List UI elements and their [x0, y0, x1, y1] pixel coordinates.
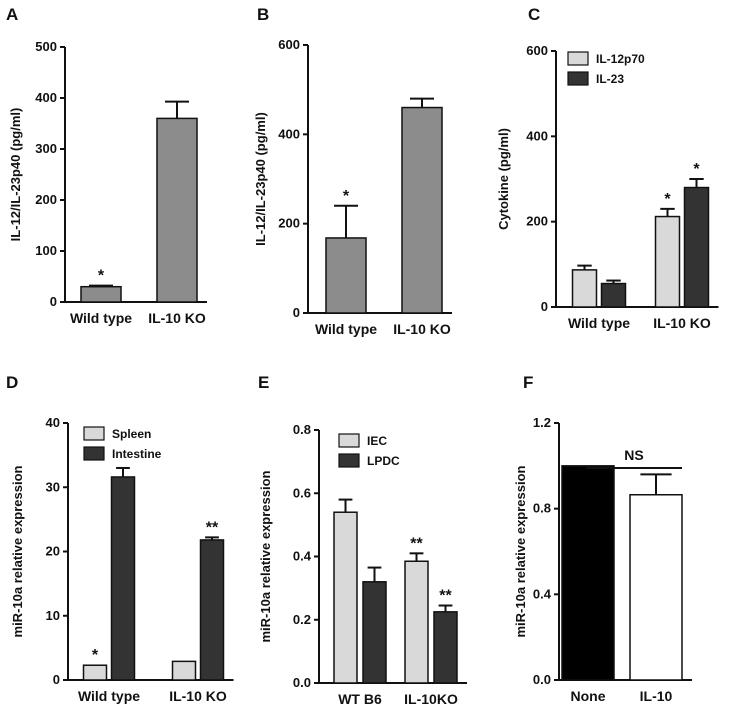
bar-d-s0-1: [171, 660, 197, 681]
category-label-d-0: Wild type: [78, 688, 140, 704]
y-tick-label-a-3: 300: [35, 141, 57, 156]
y-tick-label-a-5: 500: [35, 39, 57, 54]
y-tick-label-e-1: 0.2: [293, 612, 311, 627]
legend-swatch-d-0: [83, 426, 105, 441]
category-label-e-0: WT B6: [338, 691, 382, 707]
category-label-f-0: None: [571, 688, 606, 704]
panel-label-a: A: [6, 5, 18, 24]
category-label-a-1: IL-10 KO: [148, 310, 206, 326]
y-tick-label-a-2: 200: [35, 192, 57, 207]
y-tick-label-b-3: 600: [278, 37, 300, 52]
significance-d-s0-0: *: [92, 647, 99, 664]
bar-d-s1-0: [110, 476, 136, 681]
y-tick-label-e-4: 0.8: [293, 422, 311, 437]
y-axis-label-c: Cytokine (pg/ml): [496, 128, 511, 230]
y-tick-label-b-0: 0: [293, 305, 300, 320]
y-tick-label-c-0: 0: [541, 299, 548, 314]
significance-c-s0-1: *: [664, 191, 671, 208]
panel-C: C 0 200 400 600 Cytokine (pg/ml) Wild type IL-…: [496, 5, 719, 331]
panel-F: F 0.0 0.4 0.8 1.2 miR-10a relative expressio…: [513, 373, 692, 704]
bar-e-s0-0: [333, 511, 358, 684]
legend-label-d-0: Spleen: [112, 427, 151, 441]
legend-label-e-0: IEC: [367, 434, 387, 448]
y-tick-label-b-2: 400: [278, 126, 300, 141]
legend-label-c-0: IL-12p70: [596, 52, 645, 66]
category-label-b-1: IL-10 KO: [393, 321, 451, 337]
y-tick-label-a-1: 100: [35, 243, 57, 258]
y-tick-label-f-2: 0.8: [533, 501, 551, 516]
bar-c-s0-1: [654, 215, 681, 308]
significance-annotation-f: NS: [624, 447, 643, 463]
category-label-f-1: IL-10: [640, 688, 673, 704]
y-tick-label-e-0: 0.0: [293, 675, 311, 690]
bar-d-s1-1: [199, 539, 225, 681]
y-tick-label-e-2: 0.4: [293, 549, 312, 564]
significance-e-s1-1: **: [439, 588, 452, 605]
panel-A: A 0 100 200 300 400 500 IL-12/IL-23p40 (pg/ml)…: [6, 5, 207, 326]
y-tick-label-f-0: 0.0: [533, 672, 551, 687]
panel-label-d: D: [6, 373, 18, 392]
bar-d-s0-0: [82, 664, 108, 681]
y-tick-label-e-3: 0.6: [293, 485, 311, 500]
significance-b-s0-0: *: [343, 188, 350, 205]
category-label-d-1: IL-10 KO: [169, 688, 227, 704]
legend-label-e-1: LPDC: [367, 454, 400, 468]
y-tick-label-b-1: 200: [278, 216, 300, 231]
y-tick-label-d-1: 10: [46, 608, 60, 623]
significance-d-s1-1: **: [206, 519, 219, 536]
category-label-a-0: Wild type: [70, 310, 132, 326]
panel-label-f: F: [523, 373, 533, 392]
y-axis-label-f: miR-10a relative expression: [513, 465, 528, 637]
y-tick-label-c-1: 200: [526, 214, 548, 229]
bar-a-s0-0: [80, 285, 122, 303]
legend-label-c-1: IL-23: [596, 72, 624, 86]
category-label-b-0: Wild type: [315, 321, 377, 337]
bar-b-s0-1: [401, 106, 443, 314]
panel-E: E 0.0 0.2 0.4 0.6 0.8 miR-10a relative expres…: [258, 373, 467, 707]
category-label-c-1: IL-10 KO: [653, 315, 711, 331]
y-tick-label-a-0: 0: [50, 294, 57, 309]
y-tick-label-f-3: 1.2: [533, 415, 551, 430]
bar-c-s1-0: [600, 282, 627, 308]
significance-e-s0-1: **: [410, 535, 423, 552]
legend-label-d-1: Intestine: [112, 447, 162, 461]
panel-label-c: C: [528, 5, 540, 24]
y-tick-label-a-4: 400: [35, 90, 57, 105]
y-axis-label-d: miR-10a relative expression: [10, 465, 25, 637]
category-label-c-0: Wild type: [568, 315, 630, 331]
y-tick-label-d-3: 30: [46, 479, 60, 494]
legend-swatch-c-0: [567, 51, 589, 66]
y-tick-label-d-2: 20: [46, 544, 60, 559]
significance-c-s1-1: *: [693, 161, 700, 178]
bar-f-s0-1: [629, 493, 683, 681]
panel-B: B 0 200 400 600 IL-12/IL-23p40 (pg/ml) Wild t…: [253, 5, 452, 337]
legend-swatch-e-1: [338, 453, 360, 468]
y-tick-label-d-4: 40: [46, 415, 60, 430]
y-tick-label-d-0: 0: [53, 672, 60, 687]
panel-label-b: B: [257, 5, 269, 24]
bar-c-s0-0: [571, 269, 598, 308]
legend-swatch-e-0: [338, 433, 360, 448]
legend-swatch-d-1: [83, 446, 105, 461]
category-label-e-1: IL-10KO: [404, 691, 458, 707]
panel-label-e: E: [258, 373, 269, 392]
y-tick-label-f-1: 0.4: [533, 586, 552, 601]
y-tick-label-c-2: 400: [526, 128, 548, 143]
y-tick-label-c-3: 600: [526, 43, 548, 58]
significance-a-s0-0: *: [98, 268, 105, 285]
bar-e-s1-0: [362, 581, 387, 684]
bar-a-s0-1: [156, 117, 198, 303]
y-axis-label-e: miR-10a relative expression: [258, 470, 273, 642]
panel-D: D 0 10 20 30 40 miR-10a relative expression Wi…: [6, 373, 234, 704]
bar-e-s1-1: [433, 611, 458, 684]
y-axis-label-b: IL-12/IL-23p40 (pg/ml): [253, 112, 268, 246]
bar-b-s0-0: [325, 237, 367, 314]
bar-f-s0-0: [561, 465, 615, 681]
bar-c-s1-1: [683, 186, 710, 308]
legend-swatch-c-1: [567, 71, 589, 86]
y-axis-label-a: IL-12/IL-23p40 (pg/ml): [8, 108, 23, 242]
bar-e-s0-1: [404, 560, 429, 684]
